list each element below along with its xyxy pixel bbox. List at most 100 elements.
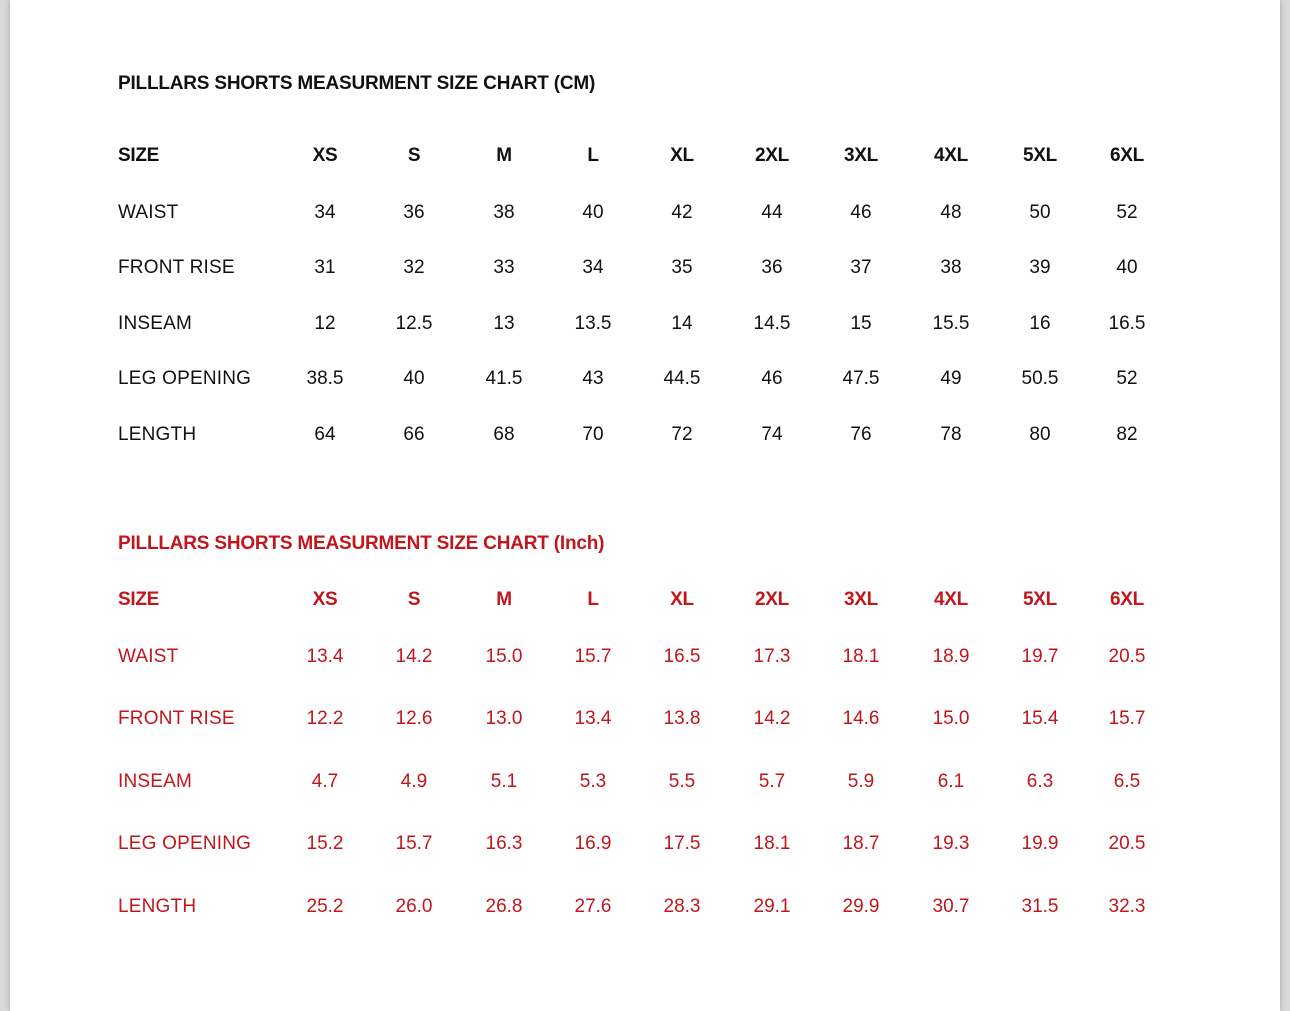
inch-cell: 17.5 [663,833,701,854]
inch-cell: 15.2 [306,833,344,854]
inch-row-label-front-rise: FRONT RISE [118,708,235,729]
inch-cell: 15.0 [932,708,970,729]
cm-cell: 32 [403,257,425,278]
cm-row-label-length: LENGTH [118,424,197,445]
inch-size-3xl: 3XL [844,589,878,610]
cm-cell: 68 [493,424,515,445]
cm-cell: 48 [940,202,962,223]
cm-cell: 40 [403,368,425,389]
inch-cell: 4.7 [311,771,339,792]
inch-cell: 31.5 [1021,896,1059,917]
inch-cell: 20.5 [1108,833,1146,854]
inch-size-xl: XL [670,589,694,610]
inch-cell: 26.8 [485,896,523,917]
cm-size-4xl: 4XL [934,145,968,166]
cm-size-l: L [587,145,599,166]
cm-cell: 49 [940,368,962,389]
cm-cell: 42 [671,202,693,223]
cm-cell: 47.5 [842,368,880,389]
cm-size-xl: XL [670,145,694,166]
cm-header-size-label: SIZE [118,145,160,166]
inch-cell: 12.6 [395,708,433,729]
inch-row-label-waist: WAIST [118,646,179,667]
inch-cell: 14.2 [753,708,791,729]
inch-cell: 5.9 [847,771,875,792]
cm-row-label-inseam: INSEAM [118,313,193,334]
cm-cell: 64 [314,424,336,445]
cm-cell: 52 [1116,368,1138,389]
cm-cell: 16.5 [1108,313,1146,334]
inch-cell: 5.7 [758,771,786,792]
inch-cell: 15.4 [1021,708,1059,729]
cm-size-3xl: 3XL [844,145,878,166]
inch-cell: 13.0 [485,708,523,729]
cm-cell: 36 [761,257,783,278]
inch-cell: 20.5 [1108,646,1146,667]
cm-cell: 12.5 [395,313,433,334]
cm-table-title: PILLLARS SHORTS MEASURMENT SIZE CHART (C… [118,73,596,94]
cm-cell: 80 [1029,424,1051,445]
inch-cell: 19.3 [932,833,970,854]
inch-size-5xl: 5XL [1023,589,1057,610]
inch-cell: 6.5 [1113,771,1141,792]
cm-cell: 72 [671,424,693,445]
cm-size-m: M [496,145,512,166]
inch-size-m: M [496,589,512,610]
inch-size-s: S [407,589,421,610]
cm-cell: 74 [761,424,783,445]
cm-cell: 44.5 [663,368,701,389]
cm-cell: 66 [403,424,425,445]
cm-size-xs: XS [312,145,338,166]
cm-cell: 50 [1029,202,1051,223]
inch-cell: 6.3 [1026,771,1054,792]
inch-cell: 12.2 [306,708,344,729]
inch-cell: 15.7 [1108,708,1146,729]
cm-row-label-front-rise: FRONT RISE [118,257,235,278]
inch-size-2xl: 2XL [755,589,789,610]
inch-cell: 16.9 [574,833,612,854]
inch-cell: 15.7 [574,646,612,667]
cm-cell: 40 [582,202,604,223]
cm-cell: 70 [582,424,604,445]
inch-cell: 30.7 [932,896,970,917]
cm-size-6xl: 6XL [1110,145,1144,166]
cm-cell: 76 [850,424,872,445]
cm-cell: 52 [1116,202,1138,223]
cm-cell: 36 [403,202,425,223]
cm-cell: 14.5 [753,313,791,334]
cm-cell: 78 [940,424,962,445]
cm-cell: 37 [850,257,872,278]
inch-cell: 18.1 [842,646,880,667]
inch-cell: 29.1 [753,896,791,917]
inch-header-size-label: SIZE [118,589,160,610]
cm-cell: 82 [1116,424,1138,445]
inch-cell: 15.7 [395,833,433,854]
inch-cell: 13.4 [574,708,612,729]
cm-cell: 38.5 [306,368,344,389]
inch-size-xs: XS [312,589,338,610]
inch-cell: 6.1 [937,771,965,792]
cm-cell: 43 [582,368,604,389]
cm-cell: 46 [761,368,783,389]
cm-cell: 41.5 [485,368,523,389]
cm-row-label-waist: WAIST [118,202,179,223]
inch-cell: 18.9 [932,646,970,667]
cm-cell: 34 [582,257,604,278]
cm-cell: 13.5 [574,313,612,334]
inch-cell: 16.5 [663,646,701,667]
inch-cell: 19.9 [1021,833,1059,854]
inch-cell: 32.3 [1108,896,1146,917]
cm-row-label-leg-opening: LEG OPENING [118,368,252,389]
cm-size-5xl: 5XL [1023,145,1057,166]
inch-cell: 25.2 [306,896,344,917]
cm-size-s: S [407,145,421,166]
inch-row-label-leg-opening: LEG OPENING [118,833,252,854]
inch-cell: 18.7 [842,833,880,854]
inch-cell: 27.6 [574,896,612,917]
inch-size-l: L [587,589,599,610]
cm-cell: 38 [493,202,515,223]
cm-cell: 44 [761,202,783,223]
inch-cell: 5.5 [668,771,696,792]
inch-cell: 17.3 [753,646,791,667]
inch-cell: 5.1 [490,771,518,792]
